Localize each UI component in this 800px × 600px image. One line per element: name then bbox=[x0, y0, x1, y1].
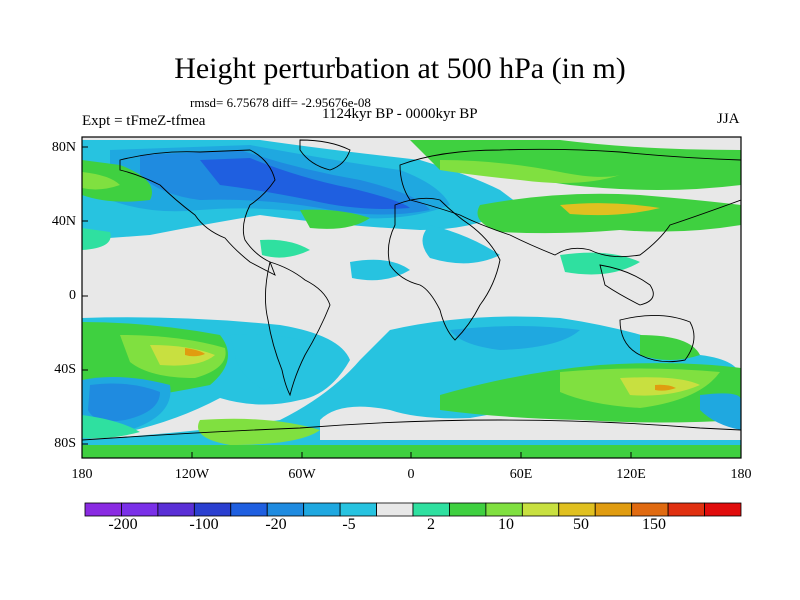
colorbar-swatch bbox=[412, 502, 450, 517]
stats-label: rmsd= 6.75678 diff= -2.95676e-08 bbox=[190, 95, 371, 110]
axis-ticks bbox=[81, 146, 742, 458]
lon-tick-label: 60W bbox=[288, 467, 316, 482]
lon-tick-label: 120E bbox=[616, 467, 646, 482]
lon-tick-label: 60E bbox=[509, 467, 533, 482]
contour-band bbox=[260, 239, 310, 258]
colorbar-swatch bbox=[266, 502, 305, 517]
colorbar-swatch bbox=[558, 502, 596, 517]
contour-band bbox=[82, 160, 152, 202]
colorbar-label: -5 bbox=[342, 516, 356, 533]
experiment-label: Expt = tFmeZ-tfmea bbox=[82, 113, 206, 129]
colorbar-swatch bbox=[230, 502, 268, 517]
colorbar-swatch bbox=[193, 502, 232, 517]
colorbar-swatch bbox=[157, 502, 195, 517]
colorbar-swatch bbox=[339, 502, 377, 517]
colorbar bbox=[84, 502, 742, 517]
contour-band bbox=[82, 415, 140, 439]
colorbar-swatch bbox=[121, 502, 159, 517]
maritime-continent-coast bbox=[599, 264, 654, 306]
contour-band bbox=[300, 209, 370, 229]
contour-band bbox=[88, 383, 160, 422]
colorbar-swatch bbox=[667, 502, 705, 517]
africa-coast bbox=[387, 197, 501, 341]
lat-tick-label: 40S bbox=[54, 362, 76, 377]
colorbar-swatch bbox=[485, 502, 523, 517]
lat-tick-label: 0 bbox=[69, 288, 76, 303]
contour-band bbox=[200, 158, 410, 209]
lon-tick-label: 0 bbox=[407, 467, 415, 482]
australia-coast bbox=[619, 315, 695, 363]
lat-tick-label: 80S bbox=[54, 436, 76, 451]
south-america-coast bbox=[265, 261, 331, 397]
contour-band bbox=[350, 259, 410, 281]
colorbar-label: -200 bbox=[108, 516, 138, 533]
contour-band bbox=[655, 384, 676, 391]
colorbar-swatch bbox=[303, 502, 341, 517]
contour-band bbox=[185, 348, 205, 357]
colorbar-label: -100 bbox=[189, 516, 219, 533]
contour-band bbox=[82, 172, 120, 190]
contour-field bbox=[82, 137, 741, 458]
map-title: Height perturbation at 500 hPa (in m) bbox=[174, 52, 626, 85]
contour-band bbox=[230, 334, 320, 390]
colorbar-label: 2 bbox=[427, 516, 435, 533]
lat-tick-label: 40N bbox=[51, 214, 76, 229]
contour-band bbox=[82, 316, 741, 458]
contour-band bbox=[560, 203, 660, 216]
lon-tick-label: 120W bbox=[174, 467, 210, 482]
contour-band bbox=[150, 345, 215, 366]
colorbar-swatch bbox=[704, 502, 742, 517]
colorbar-label: -20 bbox=[265, 516, 287, 533]
lat-tick-label: 80N bbox=[51, 140, 76, 155]
eurasia-coast bbox=[399, 148, 741, 258]
contour-band bbox=[198, 418, 320, 445]
coastlines bbox=[82, 139, 741, 441]
contour-band bbox=[82, 445, 741, 458]
colorbar-swatch bbox=[84, 502, 122, 517]
contour-band bbox=[82, 228, 111, 250]
colorbar-swatch bbox=[376, 502, 414, 517]
contour-band bbox=[450, 326, 580, 350]
greenland-coast bbox=[299, 139, 351, 171]
antarctica-coast bbox=[82, 419, 741, 441]
contour-band bbox=[700, 393, 741, 430]
period-label: 1124kyr BP - 0000kyr BP bbox=[322, 106, 478, 122]
lon-tick-label: 180 bbox=[71, 467, 93, 482]
colorbar-label: 150 bbox=[642, 516, 666, 533]
contour-band bbox=[440, 160, 620, 184]
contour-band bbox=[560, 252, 640, 275]
colorbar-label: 10 bbox=[498, 516, 514, 533]
colorbar-label: 50 bbox=[573, 516, 589, 533]
colorbar-swatch bbox=[521, 502, 560, 517]
season-label: JJA bbox=[717, 111, 740, 127]
colorbar-swatch bbox=[631, 502, 669, 517]
contour-band bbox=[410, 140, 741, 190]
colorbar-swatch bbox=[594, 502, 633, 517]
contour-band bbox=[422, 225, 500, 264]
lon-tick-label: 180 bbox=[730, 467, 752, 482]
colorbar-swatch bbox=[449, 502, 487, 517]
contour-band bbox=[640, 335, 700, 360]
